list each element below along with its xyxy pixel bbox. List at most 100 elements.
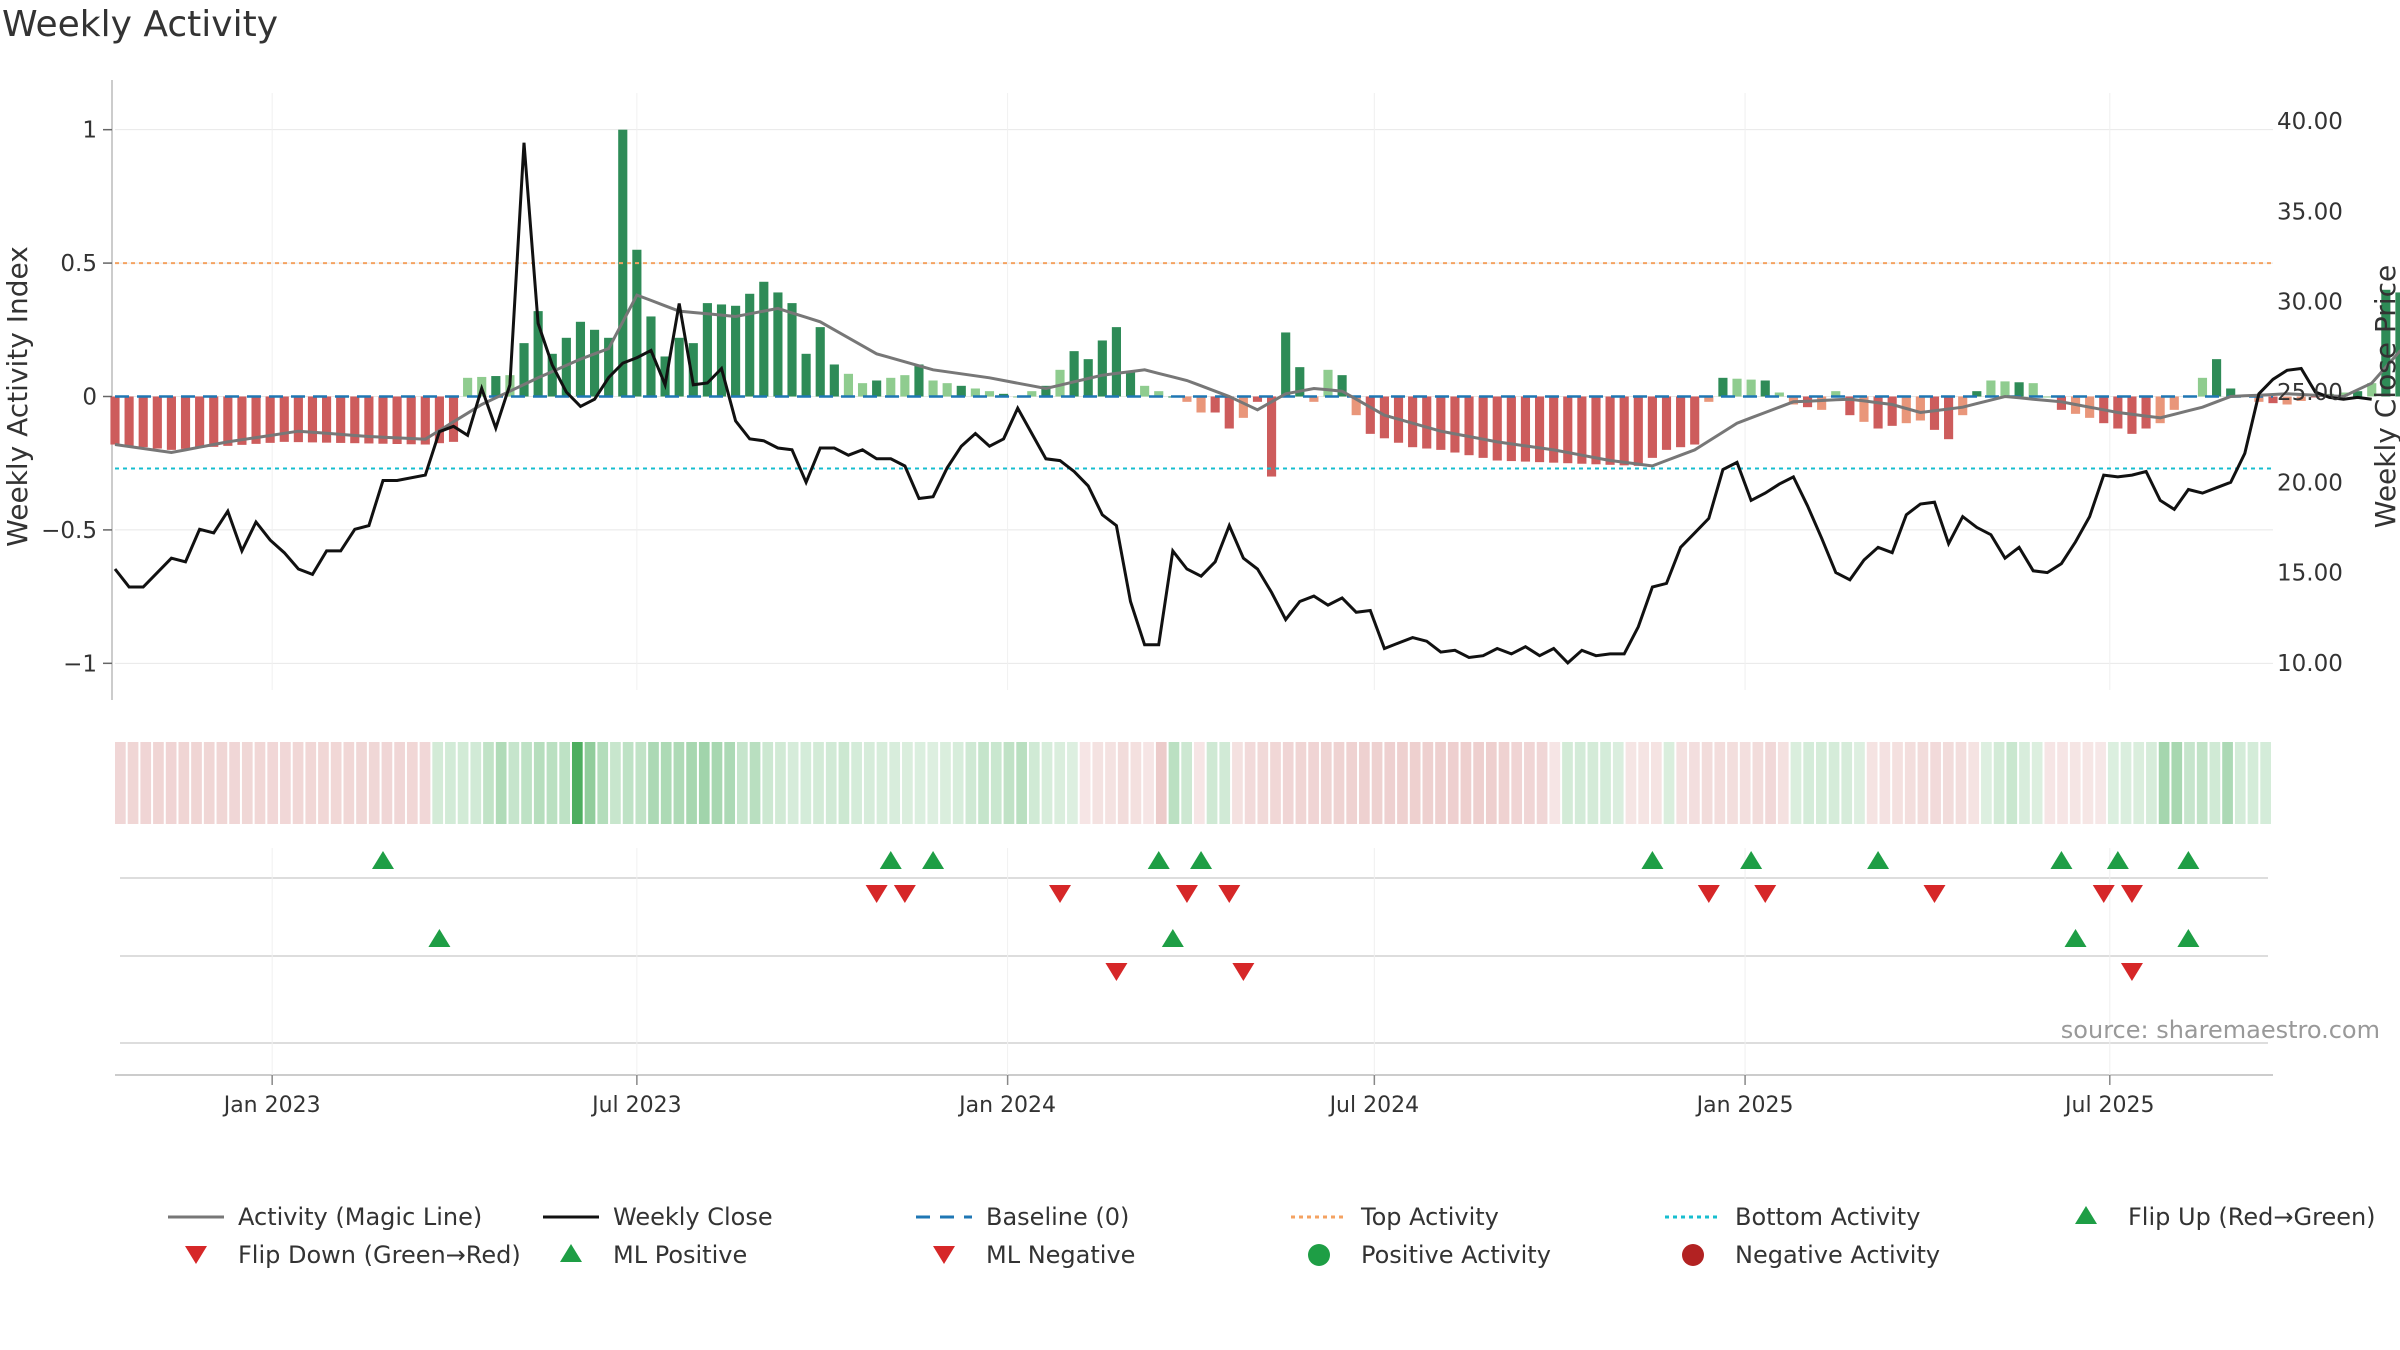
activity-bar [2268,396,2278,404]
heat-strip-cell [1600,742,1611,824]
heat-strip-cell [1524,742,1535,824]
activity-bar [2169,396,2179,410]
left-axis-label: Weekly Activity Index [1,246,34,547]
activity-bar [138,396,148,448]
activity-bar [1605,396,1615,465]
activity-bar [434,396,444,444]
activity-bar [942,383,952,397]
heat-strip-cell [559,742,570,824]
activity-bar [589,329,600,397]
right-tick-label: 20.00 [2277,470,2343,496]
activity-bar [1422,396,1432,449]
activity-bar [900,375,910,397]
activity-bar [829,364,839,397]
heat-strip-cell [1638,742,1649,824]
activity-bar [999,393,1009,397]
activity-bar [1661,396,1672,450]
heat-strip-cell [521,742,532,824]
heat-strip-cell [1803,742,1815,824]
heat-strip-cell [787,742,799,824]
heat-strip-cell [406,742,418,824]
heat-strip-cell [622,742,634,824]
left-tick-label: 0 [82,385,97,411]
flip-up-marker [2106,851,2129,869]
heat-strip-cell [1181,742,1192,824]
heat-strip-cell [432,742,444,824]
heat-strip-cell [1460,742,1472,824]
heat-strip-cell [749,742,761,824]
heat-strip-cell [153,742,164,824]
activity-bar [2367,383,2377,397]
activity-bar [716,304,727,397]
ml-positive-marker [2177,929,2200,947]
heat-strip-cell [1498,742,1510,824]
legend-entry: Flip Up (Red→Green) [2075,1203,2376,1231]
heat-strip-cell [686,742,697,824]
heat-strip-cell [952,742,964,824]
activity-bar [2296,396,2306,401]
activity-bar [463,377,473,397]
heat-strip-cell [1194,742,1205,824]
heat-strip-cell [1536,742,1548,824]
legend-swatch [2075,1206,2097,1224]
heat-strip-cell [533,742,545,824]
left-tick-label: −0.5 [41,518,97,544]
heat-strip-cell [1067,742,1078,824]
activity-bar [2226,388,2236,397]
activity-bar [110,396,120,445]
heat-strip-cell [610,742,621,824]
heat-strip-cell [571,742,583,824]
heat-strip-cell [914,742,926,824]
legend: Activity (Magic Line) Weekly Close Baselin… [168,1203,2376,1269]
heat-strip-cell [1485,742,1497,824]
heat-strip-cell [1359,742,1370,824]
activity-bar [956,385,966,397]
activity-bar [1887,396,1897,426]
activity-bar [1267,396,1277,477]
activity-bar [1450,396,1460,453]
heat-strip-cell [1130,742,1142,824]
activity-bar [1760,380,1770,397]
activity-bar [787,303,797,397]
activity-bar [1055,369,1065,397]
activity-bar [2212,359,2222,397]
legend-label: Baseline (0) [986,1203,1129,1231]
activity-bar [1633,396,1643,466]
heat-strip-cell [1244,742,1256,824]
legend-label: Negative Activity [1735,1241,1940,1269]
legend-entry: Weekly Close [543,1203,773,1231]
right-tick-label: 30.00 [2277,290,2343,316]
heat-strip-cell [660,742,672,824]
x-tick-label: Jan 2024 [957,1093,1056,1118]
activity-bar [1154,391,1164,397]
right-tick-label: 15.00 [2277,561,2343,587]
heat-strip-cell [381,742,393,824]
heat-strip-cell [1917,742,1929,824]
heat-strip-cell [2069,742,2081,824]
heat-strip-cell [876,742,888,824]
activity-bar [1704,396,1714,402]
ml-positive-marker [1161,929,1184,947]
activity-bar [2338,392,2349,397]
heat-strip-cell [1270,742,1281,824]
flip-markers [371,851,2200,903]
heat-strip-cell [635,742,647,824]
activity-bar [1746,379,1756,397]
activity-bar [1309,396,1319,402]
heat-strip-cell [457,742,469,824]
heat-strip-cell [2171,742,2183,824]
flip-up-marker [1190,851,1213,869]
heat-strip-cell [1879,742,1891,824]
activity-bar [1506,396,1516,462]
activity-bar [2155,396,2165,424]
legend-entry: Baseline (0) [916,1203,1129,1231]
activity-bar [2395,292,2400,397]
activity-bar [1577,396,1587,464]
legend-entry: Flip Down (Green→Red) [185,1241,521,1269]
legend-entry: Bottom Activity [1665,1203,1920,1231]
heat-strip-cell [1739,742,1751,824]
heat-strip-cell [762,742,774,824]
activity-bar [1718,377,1728,397]
heat-strip-cell [1397,742,1408,824]
